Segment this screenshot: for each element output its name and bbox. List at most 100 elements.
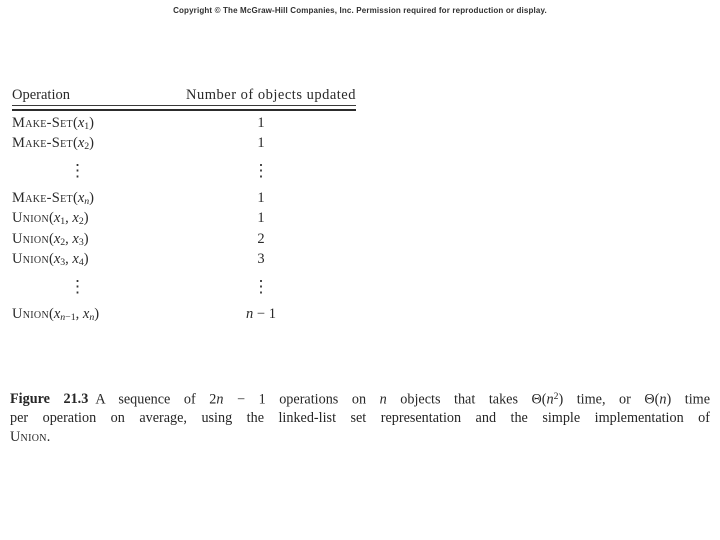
vertical-ellipsis: ⋮ bbox=[69, 160, 86, 180]
text-segment: 1 bbox=[257, 135, 265, 152]
text-segment: Make-Set bbox=[12, 135, 73, 152]
text-segment: ( bbox=[48, 210, 54, 227]
table-row: Make-Set(xn) 1 bbox=[12, 188, 356, 209]
copyright-notice: Copyright © The McGraw-Hill Companies, I… bbox=[173, 6, 547, 15]
text-segment: A sequence of 2 bbox=[95, 391, 217, 408]
ellipsis-row: ⋮ ⋮ bbox=[12, 270, 356, 304]
objects-updated-cell: 3 bbox=[166, 251, 356, 268]
text-segment: ( bbox=[48, 305, 54, 322]
text-segment: x bbox=[82, 305, 90, 322]
text-segment: Union bbox=[12, 210, 49, 227]
operation-cell: Make-Set(xn) bbox=[12, 190, 166, 207]
caption-line: Figure 21.3 A sequence of 2n − 1 operatio… bbox=[10, 387, 710, 409]
text-segment: n bbox=[659, 391, 667, 408]
header-rule bbox=[12, 105, 356, 111]
text-segment: , bbox=[75, 305, 83, 322]
column-header-objects-updated: Number of objects updated bbox=[186, 87, 356, 103]
text-segment: 1 bbox=[257, 210, 265, 227]
text-segment: n bbox=[60, 311, 66, 323]
text-segment: per operation on average, using the link… bbox=[10, 410, 710, 427]
text-segment: ( bbox=[48, 230, 54, 247]
objects-updated-cell: 1 bbox=[166, 135, 356, 152]
text-segment: n bbox=[84, 195, 90, 207]
text-segment: x bbox=[77, 189, 85, 206]
objects-updated-cell: ⋮ bbox=[166, 162, 356, 181]
text-segment: Union bbox=[10, 429, 47, 446]
text-segment: x bbox=[53, 251, 61, 268]
text-segment: Union bbox=[12, 305, 49, 322]
text-segment: 2 bbox=[78, 216, 84, 228]
text-segment: 3 bbox=[257, 251, 265, 268]
text-segment: objects that takes Θ( bbox=[386, 391, 547, 408]
vertical-ellipsis: ⋮ bbox=[252, 276, 270, 296]
objects-updated-cell: 1 bbox=[166, 210, 356, 227]
text-segment: x bbox=[72, 251, 79, 268]
text-segment: x bbox=[53, 210, 61, 227]
text-segment: 1 bbox=[60, 216, 66, 228]
text-segment: Figure 21.3 bbox=[10, 391, 89, 408]
text-segment: 4 bbox=[78, 257, 84, 269]
text-segment: 1 bbox=[84, 120, 90, 132]
text-segment: ) time, or Θ( bbox=[558, 391, 660, 408]
text-segment: 3 bbox=[60, 257, 66, 269]
text-segment: ) bbox=[89, 114, 95, 131]
text-segment: , bbox=[65, 251, 73, 268]
text-segment: ) bbox=[83, 230, 89, 247]
operation-cell: ⋮ bbox=[12, 278, 166, 297]
text-segment: Make-Set bbox=[12, 114, 73, 131]
text-segment: n bbox=[246, 305, 254, 322]
table-row: Union(x2, x3) 2 bbox=[12, 229, 356, 250]
operation-cell: Make-Set(x1) bbox=[12, 115, 166, 132]
table-row: Make-Set(x2) 1 bbox=[12, 134, 356, 155]
text-segment: . bbox=[46, 429, 51, 446]
text-segment: n bbox=[89, 311, 95, 323]
operation-cell: Union(xn−1, xn) bbox=[12, 306, 166, 323]
text-segment: 1 bbox=[257, 114, 265, 131]
text-segment: ) bbox=[94, 305, 100, 322]
table-row: Union(xn−1, xn) n − 1 bbox=[12, 304, 356, 325]
text-segment: 2 bbox=[257, 230, 265, 247]
objects-updated-cell: n − 1 bbox=[166, 306, 356, 323]
operation-cell: Union(x1, x2) bbox=[12, 210, 166, 227]
objects-updated-cell: 2 bbox=[166, 231, 356, 248]
text-segment: , bbox=[65, 230, 73, 247]
operation-cell: Union(x3, x4) bbox=[12, 251, 166, 268]
operation-cell: ⋮ bbox=[12, 162, 166, 181]
text-segment: ) bbox=[89, 135, 95, 152]
figure-caption: Figure 21.3 A sequence of 2n − 1 operatio… bbox=[10, 387, 710, 447]
caption-line: Union. bbox=[10, 428, 710, 447]
table-header-row: Operation Number of objects updated bbox=[12, 87, 356, 104]
text-segment: 2 bbox=[60, 236, 66, 248]
text-segment: ( bbox=[72, 135, 78, 152]
table-row: Union(x1, x2) 1 bbox=[12, 209, 356, 230]
text-segment: 2 bbox=[84, 141, 90, 153]
text-segment: ) time bbox=[666, 391, 711, 408]
text-segment: x bbox=[53, 230, 61, 247]
text-segment: n bbox=[216, 391, 224, 408]
text-segment: Make-Set bbox=[12, 189, 73, 206]
text-segment: ) bbox=[83, 251, 89, 268]
text-segment: x bbox=[53, 305, 61, 322]
text-segment: 1 bbox=[257, 189, 265, 206]
text-segment: , bbox=[65, 210, 73, 227]
vertical-ellipsis: ⋮ bbox=[69, 276, 86, 296]
text-segment: ( bbox=[48, 251, 54, 268]
caption-line: per operation on average, using the link… bbox=[10, 409, 710, 428]
objects-updated-cell: 1 bbox=[166, 190, 356, 207]
objects-updated-cell: ⋮ bbox=[166, 278, 356, 297]
operation-cell: Make-Set(x2) bbox=[12, 135, 166, 152]
text-segment: ) bbox=[83, 210, 89, 227]
table-row: Make-Set(x1) 1 bbox=[12, 113, 356, 134]
text-segment: ) bbox=[89, 189, 95, 206]
table-body: Make-Set(x1) 1 Make-Set(x2) 1 ⋮ ⋮ Make-Set(xn)… bbox=[12, 113, 356, 325]
text-segment: Union bbox=[12, 230, 49, 247]
text-segment: − 1 operations on bbox=[223, 391, 380, 408]
text-segment: n bbox=[379, 391, 387, 408]
text-segment: x bbox=[72, 230, 79, 247]
text-segment: x bbox=[77, 135, 85, 152]
vertical-ellipsis: ⋮ bbox=[252, 160, 270, 180]
text-segment: − 1 bbox=[253, 305, 276, 322]
ellipsis-row: ⋮ ⋮ bbox=[12, 154, 356, 188]
text-segment: x bbox=[72, 210, 79, 227]
